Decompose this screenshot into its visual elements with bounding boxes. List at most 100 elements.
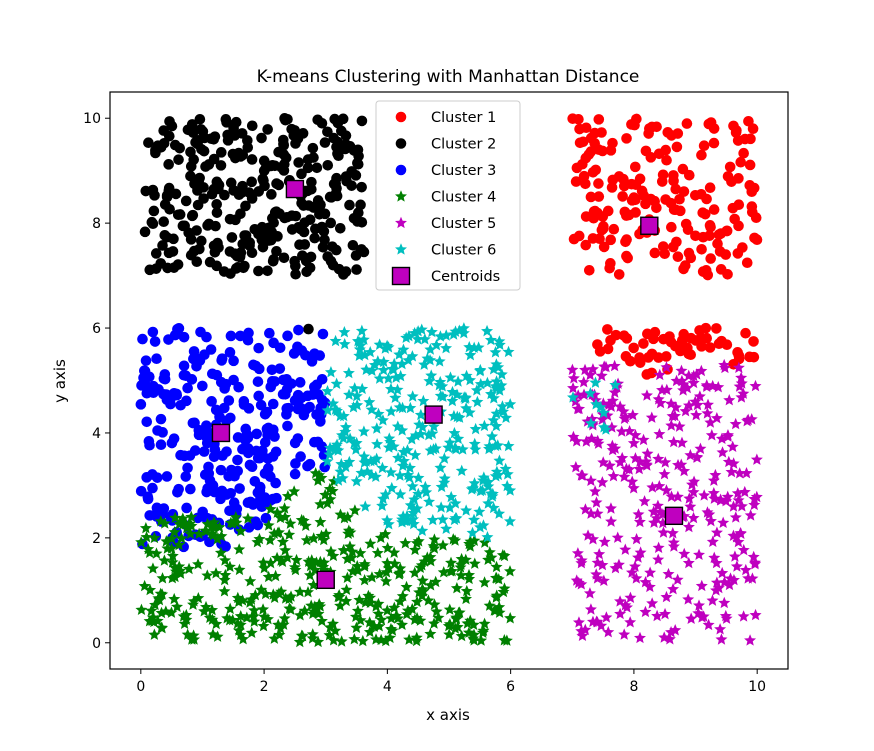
data-point: [214, 411, 225, 423]
data-point: [165, 542, 178, 554]
data-point: [143, 435, 155, 447]
data-point: [643, 580, 656, 593]
data-point: [201, 486, 212, 498]
data-point: [232, 595, 245, 608]
data-point: [609, 378, 622, 391]
data-point: [590, 164, 602, 176]
data-point: [708, 137, 720, 149]
data-point: [492, 361, 505, 373]
data-point: [737, 543, 750, 556]
data-point: [607, 137, 618, 149]
data-point: [646, 348, 658, 360]
data-point: [711, 323, 722, 334]
data-point: [321, 497, 334, 509]
data-point: [627, 436, 640, 449]
legend-marker: [391, 266, 411, 286]
data-point: [423, 495, 436, 508]
data-point: [464, 374, 476, 386]
data-point: [209, 486, 220, 498]
data-point: [408, 493, 421, 505]
data-point: [722, 269, 733, 280]
data-point: [659, 607, 672, 620]
data-point: [696, 243, 707, 255]
data-point: [377, 492, 390, 504]
data-point: [589, 137, 601, 149]
data-point: [183, 517, 196, 529]
data-point: [643, 128, 654, 139]
data-point: [291, 393, 302, 405]
data-point: [407, 517, 420, 530]
data-point: [651, 609, 664, 622]
data-point: [323, 448, 336, 460]
data-point: [614, 607, 627, 620]
data-point: [618, 173, 629, 185]
data-point: [656, 176, 668, 187]
data-point: [160, 535, 173, 547]
data-point: [621, 333, 633, 344]
data-point: [185, 170, 196, 182]
data-point: [424, 627, 437, 640]
data-point: [677, 378, 690, 390]
data-point: [359, 500, 372, 512]
data-point: [468, 557, 481, 569]
axes-frame: [109, 91, 789, 670]
data-point: [249, 223, 261, 235]
data-point: [197, 506, 208, 518]
data-point: [296, 168, 307, 180]
series-cluster-6: [321, 322, 622, 543]
x-tick-label: 4: [383, 679, 392, 695]
series-cluster-2: [139, 113, 370, 335]
data-point: [691, 398, 704, 411]
data-point: [609, 562, 622, 574]
data-point: [706, 594, 719, 606]
data-point: [348, 382, 361, 394]
data-point: [143, 546, 156, 559]
data-point: [235, 208, 246, 220]
data-point: [293, 585, 306, 598]
data-point: [169, 561, 182, 574]
data-point: [352, 157, 363, 169]
data-point: [266, 364, 278, 376]
data-point: [356, 181, 367, 193]
data-point: [740, 327, 751, 339]
data-point: [464, 348, 477, 361]
data-point: [504, 398, 517, 410]
data-point: [715, 633, 728, 645]
data-point: [356, 115, 368, 127]
data-point: [570, 574, 583, 586]
data-point: [268, 217, 279, 229]
y-tick-label: 0: [92, 636, 101, 652]
data-point: [238, 262, 249, 274]
data-point: [478, 617, 491, 629]
data-point: [487, 501, 500, 514]
data-point: [157, 240, 168, 251]
data-point: [469, 422, 482, 435]
data-point: [455, 629, 468, 642]
data-point: [348, 436, 361, 449]
data-point: [573, 230, 585, 242]
data-point: [597, 456, 610, 468]
data-point: [646, 597, 659, 609]
data-point: [604, 502, 617, 514]
data-point: [437, 566, 450, 578]
data-point: [667, 582, 680, 595]
data-point: [626, 119, 637, 130]
data-point: [202, 220, 213, 231]
data-point: [151, 353, 162, 365]
data-point: [401, 444, 414, 456]
data-point: [678, 547, 691, 560]
data-point: [347, 401, 360, 413]
data-point: [382, 562, 395, 574]
data-point: [164, 116, 175, 127]
data-point: [490, 560, 503, 573]
data-point: [152, 472, 163, 483]
data-point: [587, 233, 599, 244]
x-axis-label: x axis: [426, 706, 470, 724]
data-point: [192, 138, 203, 150]
data-point: [206, 603, 219, 616]
data-point: [614, 456, 627, 468]
data-point: [751, 234, 763, 246]
data-point: [405, 433, 418, 445]
data-point: [257, 556, 270, 568]
data-point: [338, 325, 351, 338]
